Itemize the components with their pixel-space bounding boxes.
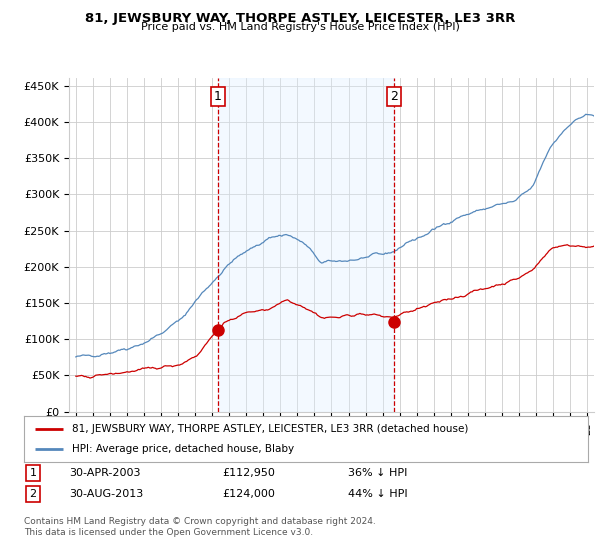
Text: £124,000: £124,000 — [222, 489, 275, 499]
Text: 30-AUG-2013: 30-AUG-2013 — [69, 489, 143, 499]
Text: 2: 2 — [390, 90, 398, 103]
Text: 2: 2 — [29, 489, 37, 499]
Text: Contains HM Land Registry data © Crown copyright and database right 2024.
This d: Contains HM Land Registry data © Crown c… — [24, 517, 376, 537]
Text: 81, JEWSBURY WAY, THORPE ASTLEY, LEICESTER, LE3 3RR: 81, JEWSBURY WAY, THORPE ASTLEY, LEICEST… — [85, 12, 515, 25]
Text: 44% ↓ HPI: 44% ↓ HPI — [348, 489, 407, 499]
Text: 30-APR-2003: 30-APR-2003 — [69, 468, 140, 478]
Text: £112,950: £112,950 — [222, 468, 275, 478]
Text: Price paid vs. HM Land Registry's House Price Index (HPI): Price paid vs. HM Land Registry's House … — [140, 22, 460, 32]
Text: 1: 1 — [214, 90, 222, 103]
Text: 1: 1 — [29, 468, 37, 478]
Bar — [218, 78, 394, 412]
Text: HPI: Average price, detached house, Blaby: HPI: Average price, detached house, Blab… — [72, 444, 294, 454]
Text: 81, JEWSBURY WAY, THORPE ASTLEY, LEICESTER, LE3 3RR (detached house): 81, JEWSBURY WAY, THORPE ASTLEY, LEICEST… — [72, 424, 469, 434]
Text: 36% ↓ HPI: 36% ↓ HPI — [348, 468, 407, 478]
